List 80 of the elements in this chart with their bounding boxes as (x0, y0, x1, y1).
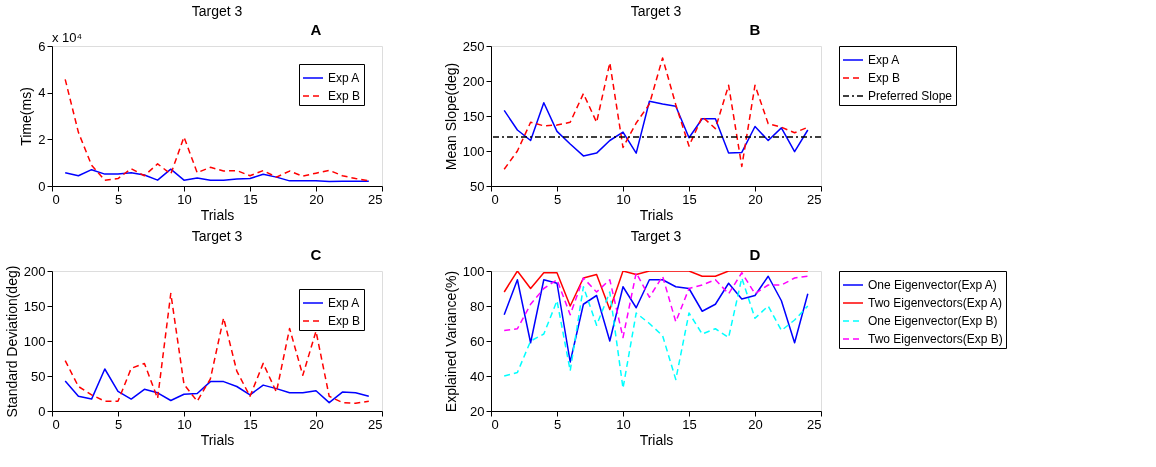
x-tick-label: 20 (748, 191, 763, 207)
line-series (503, 272, 809, 339)
y-tick-label: 0 (38, 178, 46, 194)
legend-label: Exp B (328, 89, 361, 103)
chart-title: Target 3 (191, 3, 243, 19)
y-tick-label: 150 (462, 108, 485, 124)
x-axis-title: Trials (639, 431, 674, 448)
line-series (64, 168, 370, 183)
x-tick-label: 15 (243, 416, 258, 432)
line-series (64, 368, 370, 404)
y-tick-label: 100 (23, 333, 46, 349)
y-tick-label: 40 (470, 368, 485, 384)
y-tick-label: 100 (462, 263, 485, 279)
x-tick-label: 15 (243, 191, 258, 207)
x-tick-label: 5 (553, 191, 562, 207)
x-tick-label: 10 (616, 416, 631, 432)
legend-label: Exp B (868, 71, 901, 85)
legend-label: Two Eigenvectors(Exp A) (868, 296, 1003, 310)
x-axis-title: Trials (639, 206, 674, 223)
line-series (503, 277, 809, 389)
line-series (503, 100, 809, 157)
x-tick-label: 10 (177, 191, 192, 207)
y-tick-label: 4 (38, 85, 46, 101)
y-tick-label: 6 (38, 38, 46, 54)
y-axis-title: Standard Deviation(deg) (3, 265, 20, 418)
x-tick-label: 20 (309, 416, 324, 432)
x-tick-label: 25 (368, 191, 383, 207)
y-tick-label: 150 (23, 298, 46, 314)
text: A (310, 21, 322, 38)
x-tick-label: 20 (309, 191, 324, 207)
text: C (310, 246, 322, 263)
y-axis-title: Explained Variance(%) (442, 270, 459, 413)
chart-title: Target 3 (191, 228, 243, 244)
x-tick-label: 0 (52, 191, 60, 207)
x-tick-label: 5 (553, 416, 562, 432)
x-tick-label: 10 (616, 191, 631, 207)
legend-label: Exp A (328, 296, 360, 310)
text: D (749, 246, 761, 263)
y-tick-label: 60 (470, 333, 485, 349)
x-tick-label: 0 (491, 416, 499, 432)
y-tick-label: 50 (31, 368, 46, 384)
legend-label: Exp A (868, 53, 900, 67)
y-axis-title: Time(ms) (18, 87, 35, 146)
legend-label: Preferred Slope (868, 89, 953, 103)
x-tick-label: 25 (807, 191, 822, 207)
x-tick-label: 0 (52, 416, 60, 432)
chart-title: Target 3 (630, 228, 682, 244)
y-tick-label: 200 (462, 73, 485, 89)
legend-label: Exp B (328, 314, 361, 328)
x-tick-label: 25 (807, 416, 822, 432)
line-series (64, 292, 370, 405)
legend-label: One Eigenvector(Exp A) (868, 278, 997, 292)
x-tick-label: 5 (114, 191, 123, 207)
text: B (749, 21, 761, 38)
legend-label: One Eigenvector(Exp B) (868, 314, 998, 328)
y-tick-label: 80 (470, 298, 485, 314)
x-tick-label: 0 (491, 191, 499, 207)
x-tick-label: 5 (114, 416, 123, 432)
line-series (503, 57, 809, 170)
legend-label: Two Eigenvectors(Exp B) (868, 332, 1003, 346)
legend-label: Exp A (328, 71, 360, 85)
chart-title: Target 3 (630, 3, 682, 19)
x-tick-label: 20 (748, 416, 763, 432)
y-tick-label: 0 (38, 403, 46, 419)
y-tick-label: 200 (23, 263, 46, 279)
x-tick-label: 25 (368, 416, 383, 432)
y-tick-label: 2 (38, 131, 46, 147)
text: x 10⁴ (52, 30, 83, 45)
y-tick-label: 50 (470, 178, 485, 194)
x-tick-label: 10 (177, 416, 192, 432)
y-axis-title: Mean Slope(deg) (442, 62, 459, 171)
x-tick-label: 15 (682, 416, 697, 432)
y-tick-label: 20 (470, 403, 485, 419)
line-series (503, 271, 809, 311)
x-axis-title: Trials (200, 431, 235, 448)
y-tick-label: 250 (462, 38, 485, 54)
y-tick-label: 100 (462, 143, 485, 159)
x-axis-title: Trials (200, 206, 235, 223)
line-series (503, 275, 809, 363)
x-tick-label: 15 (682, 191, 697, 207)
